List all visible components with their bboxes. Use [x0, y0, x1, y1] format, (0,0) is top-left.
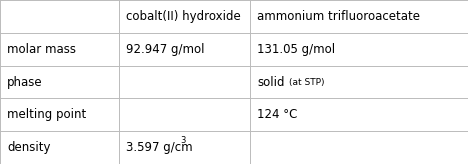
Text: density: density — [7, 141, 51, 154]
Text: 131.05 g/mol: 131.05 g/mol — [257, 43, 336, 56]
Text: ammonium trifluoroacetate: ammonium trifluoroacetate — [257, 10, 420, 23]
Text: (at STP): (at STP) — [289, 78, 325, 86]
Text: 92.947 g/mol: 92.947 g/mol — [126, 43, 205, 56]
Text: phase: phase — [7, 75, 43, 89]
Text: molar mass: molar mass — [7, 43, 76, 56]
Text: 3: 3 — [180, 136, 185, 145]
Text: 3.597 g/cm: 3.597 g/cm — [126, 141, 193, 154]
Text: 124 °C: 124 °C — [257, 108, 298, 121]
Text: melting point: melting point — [7, 108, 86, 121]
Text: solid: solid — [257, 75, 285, 89]
Text: cobalt(II) hydroxide: cobalt(II) hydroxide — [126, 10, 241, 23]
